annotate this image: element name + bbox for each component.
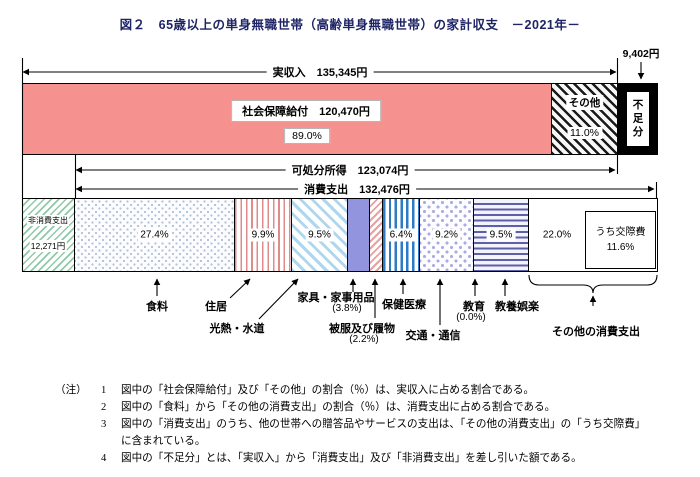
non-consumption-amount: 12,271円	[29, 240, 67, 252]
housing-segment: 9.9%	[235, 198, 292, 272]
shortfall-label: 不足分	[627, 92, 649, 146]
social-expenses-label: うち交際費	[595, 226, 646, 238]
expenditure-bar: 非消費支出 12,271円 27.4% 9.9% 9.5% 6.4% 9.2% …	[22, 198, 658, 272]
other-income-segment: その他 11.0%	[552, 83, 618, 155]
utilities-callout-arrow	[258, 278, 299, 320]
notes-prefix: （注）	[55, 385, 87, 396]
consumption-arrow-label: 消費支出 132,476円	[298, 181, 416, 197]
social-security-label: 社会保障給付 120,470円	[231, 100, 381, 122]
medical-segment: 6.4%	[383, 198, 420, 272]
medical-label: 保健医療	[382, 299, 426, 311]
note-row: 3 図中の「消費支出」のうち、他の世帯への贈答品やサービスの支出は、「その他の消…	[101, 419, 646, 447]
recreation-percent: 9.5%	[486, 228, 516, 242]
income-bar: 社会保障給付 120,470円 89.0% その他 11.0% 不足分	[22, 83, 658, 155]
disposable-income-arrow-label: 可処分所得 123,074円	[285, 162, 415, 178]
figure-title: 図２ 65歳以上の単身無職世帯（高齢単身無職世帯）の家計収支 －2021年－	[119, 18, 581, 32]
transport-percent: 9.2%	[432, 228, 461, 242]
shortfall-amount: 9,402円	[622, 48, 660, 60]
recreation-segment: 9.5%	[474, 198, 529, 272]
food-percent: 27.4%	[137, 228, 172, 242]
furniture-label: 家具・家事用品	[297, 292, 375, 304]
note-row: （注） 1 図中の「社会保障給付」及び「その他」の割合（％）は、実収入に占める割…	[55, 382, 670, 399]
note-row: 4 図中の「不足分」とは、「実収入」から「消費支出」及び「非消費支出」を差し引い…	[101, 453, 582, 464]
housing-percent: 9.9%	[248, 228, 278, 242]
education-percent-note: (0.0%)	[456, 312, 486, 323]
transport-segment: 9.2%	[420, 198, 474, 272]
utilities-segment: 9.5%	[292, 198, 348, 272]
other-consumption-percent: 22.0%	[540, 228, 574, 242]
utilities-percent: 9.5%	[305, 228, 334, 242]
education-label: 教育	[463, 301, 485, 313]
housing-callout-arrow	[229, 278, 251, 299]
note-row: 2 図中の「食料」から「その他の消費支出」の割合（％）は、消費支出に占める割合で…	[101, 402, 556, 413]
non-consumption-label: 非消費支出	[27, 215, 69, 226]
social-expenses-percent: 11.6%	[606, 242, 635, 253]
notes: （注） 1 図中の「社会保障給付」及び「その他」の割合（％）は、実収入に占める割…	[55, 382, 670, 467]
clothing-percent-note: (2.2%)	[349, 334, 379, 345]
real-income-arrow-label: 実収入 135,345円	[266, 64, 374, 80]
furniture-segment	[348, 198, 370, 272]
medical-percent: 6.4%	[386, 228, 416, 242]
clothing-segment	[370, 198, 383, 272]
transport-label: 交通・通信	[405, 330, 461, 342]
other-consumption-brace	[528, 274, 658, 294]
other-consumption-segment: 22.0% うち交際費 11.6%	[529, 198, 658, 272]
other-consumption-label: その他の消費支出	[552, 326, 640, 338]
food-segment: 27.4%	[75, 198, 235, 272]
utilities-label: 光熱・水道	[209, 323, 265, 335]
other-income-label: その他	[565, 95, 604, 110]
social-expenses-box: うち交際費 11.6%	[585, 211, 656, 269]
furniture-percent-note: (3.8%)	[332, 303, 362, 314]
other-income-percent: 11.0%	[567, 127, 602, 139]
social-security-segment: 社会保障給付 120,470円 89.0%	[22, 83, 552, 155]
housing-label: 住居	[205, 301, 227, 313]
shortfall-segment: 不足分	[618, 83, 658, 155]
recreation-label: 教養娯楽	[495, 301, 539, 313]
food-label: 食料	[146, 301, 168, 313]
clothing-label: 被服及び履物	[329, 323, 395, 335]
non-consumption-segment: 非消費支出 12,271円	[22, 198, 75, 272]
social-security-percent: 89.0%	[284, 128, 330, 144]
